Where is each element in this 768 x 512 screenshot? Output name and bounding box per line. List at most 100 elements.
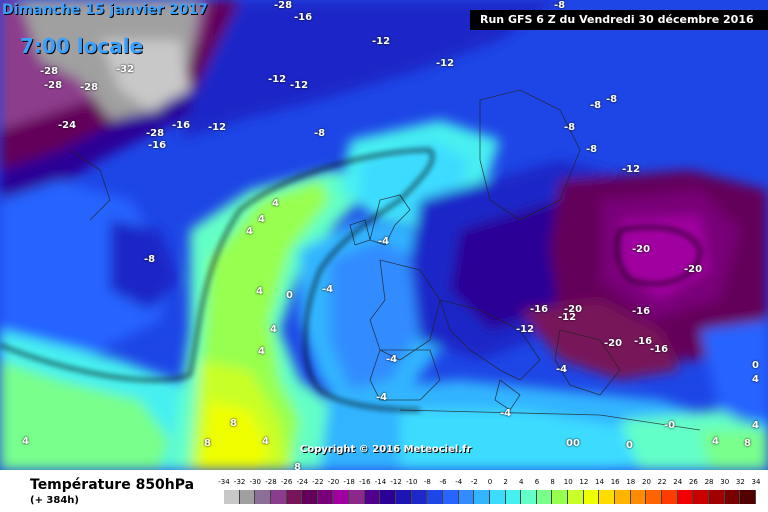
map-label: -4 xyxy=(378,236,390,247)
copyright-notice: Copyright © 2016 Meteociel.fr xyxy=(300,444,472,455)
legend-ticks: -34 -32 -30 -28 -26 -24 -22 -20 -18 -16 -14 -12 -10-… xyxy=(218,478,760,490)
map-label: 4 xyxy=(270,324,277,335)
map-label: -28 xyxy=(146,128,165,139)
map-label: -8 xyxy=(606,94,618,105)
legend-swatch xyxy=(380,490,397,504)
map-label: -28 xyxy=(44,80,63,91)
map-label: -4 xyxy=(322,284,334,295)
map-label: -0 xyxy=(664,420,676,431)
map-label: -28 xyxy=(40,66,59,77)
legend-swatch xyxy=(630,490,647,504)
legend-tick: -10 xyxy=(406,478,418,486)
map-label: 8 xyxy=(230,418,237,429)
map-label: -28 xyxy=(274,0,293,11)
map-label: 4 xyxy=(22,436,29,447)
legend-tick: -6 xyxy=(439,478,447,486)
map-label: -32 xyxy=(116,64,135,75)
legend-tick: 10 xyxy=(563,478,573,486)
legend-tick: 32 xyxy=(735,478,745,486)
map-label: 4 xyxy=(752,420,759,431)
map-label: -16 xyxy=(632,306,651,317)
map-label: 0 xyxy=(752,360,759,371)
legend-tick: 12 xyxy=(579,478,589,486)
map-label: -12 xyxy=(622,164,641,175)
legend-tick: 34 xyxy=(751,478,761,486)
legend-swatch xyxy=(224,490,240,504)
legend-tick: 22 xyxy=(657,478,667,486)
map-label: 4 xyxy=(256,286,263,297)
map-label: 4 xyxy=(262,436,269,447)
map-label: -28 xyxy=(80,82,99,93)
legend-swatch xyxy=(708,490,725,504)
legend-tick: -28 xyxy=(265,478,277,486)
map-label: -16 xyxy=(650,344,669,355)
legend-swatch xyxy=(521,490,537,504)
legend-swatch xyxy=(693,490,709,504)
map-label: -12 xyxy=(290,80,309,91)
temperature-bands xyxy=(0,0,768,470)
legend-swatches xyxy=(224,490,756,504)
map-label: 8 xyxy=(204,438,211,449)
legend-tick: -22 xyxy=(312,478,324,486)
legend-tick: -26 xyxy=(280,478,293,486)
map-label: 8 xyxy=(294,462,301,470)
legend-swatch xyxy=(677,490,694,504)
legend-tick: 8 xyxy=(550,478,555,486)
temperature-field xyxy=(0,0,768,470)
legend-tick: 24 xyxy=(673,478,683,486)
map-label: 4 xyxy=(752,374,759,385)
legend-tick: -18 xyxy=(343,478,355,486)
field-title: Température 850hPa xyxy=(30,477,195,493)
map-label: -20 xyxy=(684,264,703,275)
legend-swatch xyxy=(411,490,428,504)
map-label: -8 xyxy=(586,144,598,155)
lead-time: (+ 384h) xyxy=(30,495,79,506)
legend-tick: 30 xyxy=(720,478,730,486)
legend-tick: -24 xyxy=(296,478,308,486)
legend-swatch xyxy=(661,490,678,504)
run-info: Run GFS 6 Z du Vendredi 30 décembre 2016 xyxy=(470,10,768,30)
map-label: -12 xyxy=(372,36,391,47)
legend-swatch xyxy=(724,490,741,504)
legend-swatch xyxy=(396,490,412,504)
legend-tick: 6 xyxy=(534,478,540,486)
map-label: 0 xyxy=(286,290,293,301)
map-label: -24 xyxy=(58,120,77,131)
legend-swatch xyxy=(552,490,569,504)
map-label: -16 xyxy=(530,304,549,315)
legend-tick: -8 xyxy=(423,478,431,486)
map-label: -16 xyxy=(634,336,653,347)
legend-swatch xyxy=(427,490,443,504)
legend-tick: -12 xyxy=(390,478,402,486)
map-label: -4 xyxy=(376,392,388,403)
legend-swatch xyxy=(302,490,318,504)
map-label: 8 xyxy=(744,438,751,449)
map-label: -8 xyxy=(564,122,576,133)
temperature-map: Dimanche 15 janvier 2017 7:00 locale Run… xyxy=(0,0,768,470)
legend-swatch xyxy=(583,490,600,504)
legend-swatch xyxy=(239,490,256,504)
legend-tick: -30 xyxy=(249,478,261,486)
map-label: -12 xyxy=(436,58,455,69)
legend-tick: -20 xyxy=(327,478,340,486)
map-label: -12 xyxy=(208,122,227,133)
legend-swatch xyxy=(270,490,287,504)
map-label: -16 xyxy=(148,140,167,151)
legend-swatch xyxy=(536,490,553,504)
legend-swatch xyxy=(333,490,350,504)
map-label: -12 xyxy=(268,74,287,85)
map-label: 0 xyxy=(626,440,633,451)
legend-swatch xyxy=(458,490,475,504)
legend-tick: 18 xyxy=(626,478,636,486)
legend-tick: 16 xyxy=(610,478,620,486)
map-label: -8 xyxy=(590,100,602,111)
legend-swatch xyxy=(286,490,303,504)
legend-swatch xyxy=(489,490,506,504)
map-label: 00 xyxy=(566,438,580,449)
legend-swatch xyxy=(255,490,271,504)
legend-swatch xyxy=(615,490,631,504)
map-label: -4 xyxy=(556,364,568,375)
color-legend: -34 -32 -30 -28 -26 -24 -22 -20 -18 -16 -14 -12 -10-… xyxy=(218,478,760,508)
map-label: -20 xyxy=(604,338,623,349)
legend-tick: -34 xyxy=(218,478,230,486)
